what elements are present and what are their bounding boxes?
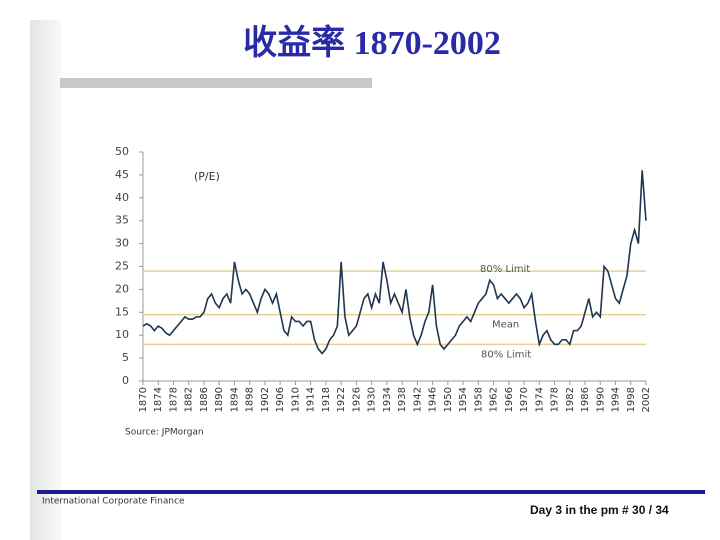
x-tick-label: 1946 [428, 387, 439, 412]
x-tick-label: 1966 [504, 387, 515, 412]
x-tick-label: 1998 [626, 387, 637, 412]
x-tick-label: 1878 [168, 387, 179, 412]
x-tick-label: 1870 [138, 387, 149, 412]
y-tick-label: 10 [115, 328, 129, 341]
source: Source: JPMorgan [125, 428, 204, 438]
y-tick-label: 50 [115, 145, 129, 158]
x-tick-label: 1914 [306, 387, 317, 412]
y-tick-label: 30 [115, 237, 129, 250]
x-tick-label: 1902 [260, 387, 271, 412]
reference-label: 80% Limit [480, 264, 530, 275]
footer-left: International Corporate Finance [42, 497, 185, 507]
y-tick-label: 35 [115, 214, 129, 227]
x-tick-label: 1886 [199, 387, 210, 412]
x-tick-label: 1926 [351, 387, 362, 412]
x-tick-label: 1882 [184, 387, 195, 412]
y-tick-label: 20 [115, 282, 129, 295]
x-tick-label: 1918 [321, 387, 332, 412]
footer-right: Day 3 in the pm # 30 / 34 [530, 503, 669, 517]
x-tick-label: 1890 [214, 387, 225, 412]
reference-label: Mean [492, 320, 519, 331]
x-tick-label: 1958 [473, 387, 484, 412]
y-tick-label: 45 [115, 168, 129, 181]
x-tick-label: 1990 [595, 387, 606, 412]
y-tick-label: 15 [115, 305, 129, 318]
x-tick-label: 1898 [245, 387, 256, 412]
x-tick-label: 1994 [611, 387, 622, 412]
x-tick-label: 2002 [641, 387, 652, 412]
y-tick-label: 25 [115, 260, 129, 273]
y-tick-label: 5 [122, 351, 129, 364]
x-tick-label: 1954 [458, 387, 469, 412]
x-tick-label: 1934 [382, 387, 393, 412]
x-tick-label: 1906 [275, 387, 286, 412]
side-band [30, 20, 62, 540]
footer-rule [37, 490, 705, 494]
x-tick-label: 1978 [550, 387, 561, 412]
x-tick-label: 1950 [443, 387, 454, 412]
x-tick-label: 1974 [534, 387, 545, 412]
x-tick-label: 1962 [489, 387, 500, 412]
x-tick-label: 1922 [336, 387, 347, 412]
x-tick-label: 1910 [290, 387, 301, 412]
x-tick-label: 1930 [367, 387, 378, 412]
annotation: (P/E) [194, 170, 220, 183]
x-tick-label: 1874 [153, 387, 164, 412]
slide-title: 收益率 1870-2002 [243, 24, 501, 62]
title-underline [60, 78, 372, 88]
series-line [142, 170, 647, 355]
y-tick-label: 0 [122, 374, 129, 387]
reference-label: 80% Limit [481, 349, 531, 360]
chart-area [113, 143, 655, 440]
x-tick-label: 1938 [397, 387, 408, 412]
y-tick-label: 40 [115, 191, 129, 204]
x-tick-label: 1986 [580, 387, 591, 412]
x-tick-label: 1894 [229, 387, 240, 412]
x-tick-label: 1982 [565, 387, 576, 412]
x-tick-label: 1970 [519, 387, 530, 412]
x-tick-label: 1942 [412, 387, 423, 412]
